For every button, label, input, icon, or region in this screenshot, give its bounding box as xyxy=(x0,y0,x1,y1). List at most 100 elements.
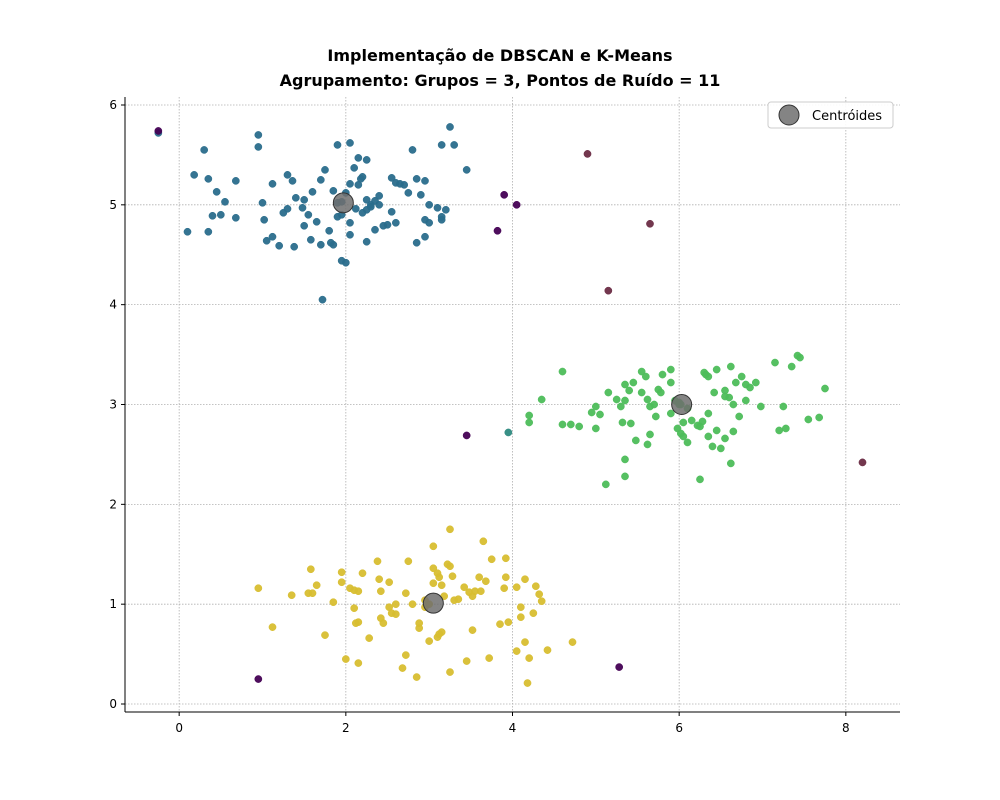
data-point xyxy=(421,177,429,185)
data-point xyxy=(412,175,421,183)
data-point xyxy=(712,365,721,374)
data-point xyxy=(437,581,446,590)
data-point xyxy=(591,402,600,411)
data-point xyxy=(446,123,454,131)
data-point xyxy=(500,584,509,593)
data-point xyxy=(379,221,388,230)
data-point xyxy=(354,181,363,189)
data-point xyxy=(737,372,746,381)
data-point xyxy=(626,419,635,428)
data-point xyxy=(804,415,813,424)
data-point xyxy=(779,402,788,411)
data-point xyxy=(435,630,444,638)
data-point xyxy=(275,241,284,250)
data-point xyxy=(373,557,382,566)
data-point xyxy=(521,575,529,584)
centroid-marker xyxy=(671,394,693,415)
y-tick-label: 2 xyxy=(109,497,117,511)
tick-labels: 0 2 4 6 8 0 1 2 3 4 5 6 xyxy=(109,98,849,735)
data-point xyxy=(408,600,417,609)
data-point xyxy=(204,227,213,236)
data-point xyxy=(531,582,540,591)
data-point xyxy=(365,634,374,642)
data-point xyxy=(726,459,735,468)
data-point xyxy=(479,537,488,546)
data-point xyxy=(679,432,688,441)
data-point xyxy=(625,386,634,395)
data-point xyxy=(254,675,263,683)
data-point xyxy=(387,609,396,618)
data-point xyxy=(501,573,510,582)
data-point xyxy=(321,631,329,639)
data-point xyxy=(231,213,240,222)
data-point xyxy=(341,655,350,663)
y-tick-label: 1 xyxy=(109,597,117,611)
data-point xyxy=(666,378,675,387)
chart-title: Implementação de DBSCAN e K-Means xyxy=(327,46,673,65)
legend-label: Centróides xyxy=(812,109,882,124)
data-point xyxy=(268,623,277,631)
data-point xyxy=(375,575,384,584)
data-point xyxy=(787,362,796,371)
data-point xyxy=(601,480,610,489)
data-point xyxy=(721,392,729,401)
data-point xyxy=(504,428,513,437)
data-point xyxy=(735,412,744,421)
data-point xyxy=(304,210,313,219)
data-point xyxy=(204,175,213,183)
data-point xyxy=(306,235,315,244)
data-point xyxy=(462,657,471,665)
data-point xyxy=(596,410,604,419)
data-point xyxy=(729,427,738,436)
data-point xyxy=(329,186,338,195)
data-point xyxy=(637,388,646,397)
data-point xyxy=(558,367,567,376)
data-point xyxy=(408,146,417,154)
data-point xyxy=(641,372,650,381)
data-point xyxy=(615,663,624,671)
data-point xyxy=(651,412,660,421)
data-point xyxy=(387,174,396,182)
data-point xyxy=(412,238,421,247)
data-point xyxy=(523,679,532,687)
data-point xyxy=(416,190,425,199)
data-point xyxy=(462,166,471,174)
data-point xyxy=(493,226,502,235)
data-point xyxy=(621,396,629,405)
data-point xyxy=(371,225,379,234)
data-point xyxy=(404,188,413,197)
data-point xyxy=(485,654,494,662)
data-point xyxy=(326,238,335,247)
centroid-marker xyxy=(332,192,354,214)
centroid-markers xyxy=(332,192,693,614)
data-point xyxy=(421,232,429,241)
data-point xyxy=(376,587,385,596)
x-tick-label: 0 xyxy=(175,721,183,735)
data-point xyxy=(500,190,509,199)
data-point xyxy=(700,368,709,377)
data-point xyxy=(300,195,309,204)
y-tick-label: 6 xyxy=(109,98,117,112)
data-point xyxy=(525,418,534,427)
data-point xyxy=(283,171,292,179)
data-point xyxy=(268,232,277,241)
data-point xyxy=(279,208,288,217)
data-point xyxy=(821,384,829,393)
data-point xyxy=(231,177,240,185)
data-point xyxy=(316,240,325,249)
data-point xyxy=(475,573,484,582)
data-point xyxy=(710,388,719,397)
data-point xyxy=(450,141,459,149)
data-point xyxy=(425,200,434,209)
data-point xyxy=(221,197,229,206)
data-point xyxy=(375,200,384,209)
data-point xyxy=(298,203,307,212)
data-point xyxy=(412,673,421,681)
y-tick-label: 4 xyxy=(109,298,117,312)
data-point xyxy=(362,156,371,164)
data-point xyxy=(481,577,490,586)
data-point xyxy=(535,590,544,599)
data-point xyxy=(587,408,596,417)
data-point xyxy=(721,434,729,443)
data-point xyxy=(741,396,750,405)
